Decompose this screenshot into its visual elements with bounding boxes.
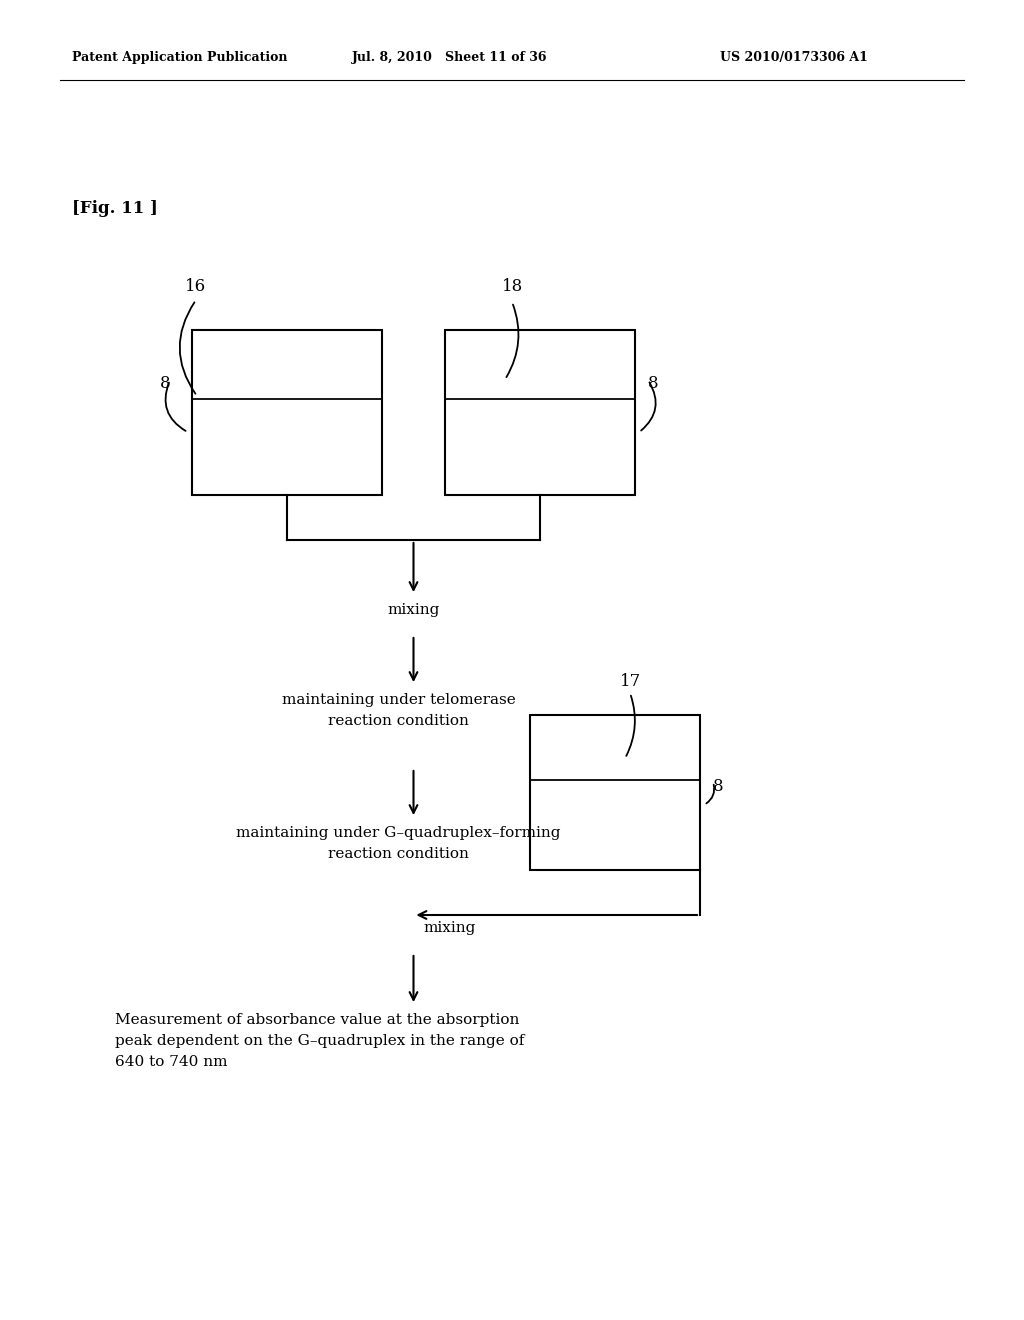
Text: mixing: mixing xyxy=(387,603,439,616)
Text: Measurement of absorbance value at the absorption
peak dependent on the G–quadru: Measurement of absorbance value at the a… xyxy=(115,1012,524,1069)
Text: US 2010/0173306 A1: US 2010/0173306 A1 xyxy=(720,51,868,65)
Text: 8: 8 xyxy=(713,777,724,795)
Bar xyxy=(445,330,635,495)
Text: Patent Application Publication: Patent Application Publication xyxy=(72,51,288,65)
Text: Jul. 8, 2010   Sheet 11 of 36: Jul. 8, 2010 Sheet 11 of 36 xyxy=(352,51,548,65)
Text: 16: 16 xyxy=(185,279,206,294)
Text: 8: 8 xyxy=(648,375,658,392)
Text: 17: 17 xyxy=(620,673,641,690)
Text: 18: 18 xyxy=(502,279,523,294)
Text: [Fig. 11 ]: [Fig. 11 ] xyxy=(72,201,158,216)
Text: 8: 8 xyxy=(160,375,171,392)
Bar xyxy=(530,715,700,870)
Text: maintaining under telomerase
reaction condition: maintaining under telomerase reaction co… xyxy=(282,693,515,727)
Text: mixing: mixing xyxy=(424,921,476,935)
Text: maintaining under G–quadruplex–forming
reaction condition: maintaining under G–quadruplex–forming r… xyxy=(237,826,561,861)
Bar xyxy=(193,330,382,495)
